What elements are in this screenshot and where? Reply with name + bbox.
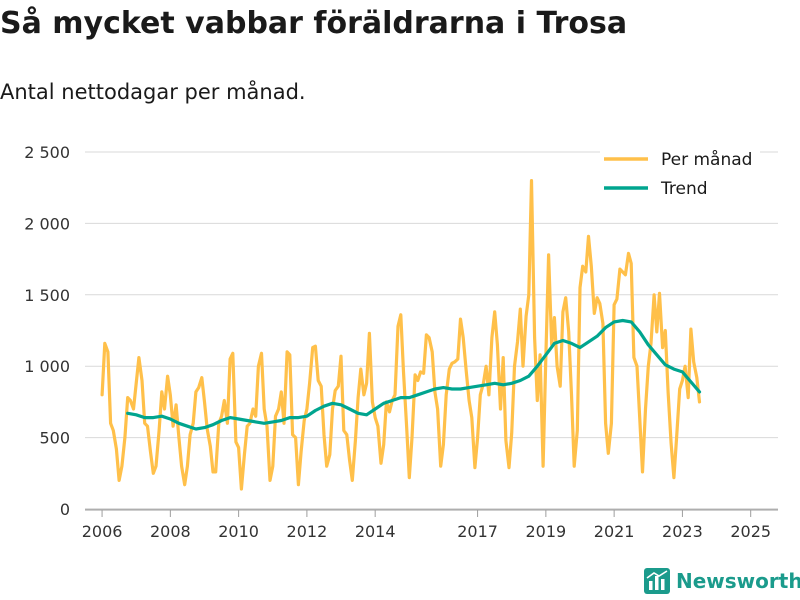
y-tick-label: 1 000 (24, 357, 70, 376)
series-lines (100, 179, 702, 491)
y-axis: 0 500 1 000 1 500 2 000 2 500 (24, 143, 70, 519)
chart-title: Så mycket vabbar föräldrarna i Trosa (0, 6, 628, 41)
legend-label: Per månad (661, 149, 752, 170)
y-tick-label: 2 000 (24, 214, 70, 233)
y-tick-label: 0 (60, 500, 70, 519)
series-per-manad-line (100, 179, 702, 491)
x-tick-label: 2019 (526, 522, 567, 541)
series-trend-line (126, 318, 702, 431)
x-tick-label: 2012 (287, 522, 328, 541)
y-tick-label: 500 (39, 429, 70, 448)
legend: Per månad Trend (600, 146, 760, 199)
y-tick-label: 2 500 (24, 143, 70, 162)
newsworthy-logo-icon (644, 568, 670, 594)
x-tick-label: 2021 (594, 522, 635, 541)
y-tick-label: 1 500 (24, 286, 70, 305)
x-tick-label: 2017 (457, 522, 498, 541)
legend-label: Trend (660, 179, 708, 199)
chart-subtitle: Antal nettodagar per månad. (0, 80, 306, 104)
x-tick-label: 2023 (662, 522, 703, 541)
x-tick-label: 2006 (82, 522, 123, 541)
x-axis: 2006 2008 2010 2012 2014 2017 2019 2021 2023 2025 (82, 509, 778, 541)
brand-name: Newsworthy (676, 569, 800, 593)
x-tick-label: 2008 (150, 522, 191, 541)
x-tick-label: 2025 (730, 522, 771, 541)
brand-logo: Newsworthy (644, 568, 800, 594)
x-tick-label: 2014 (355, 522, 396, 541)
x-tick-label: 2010 (218, 522, 259, 541)
